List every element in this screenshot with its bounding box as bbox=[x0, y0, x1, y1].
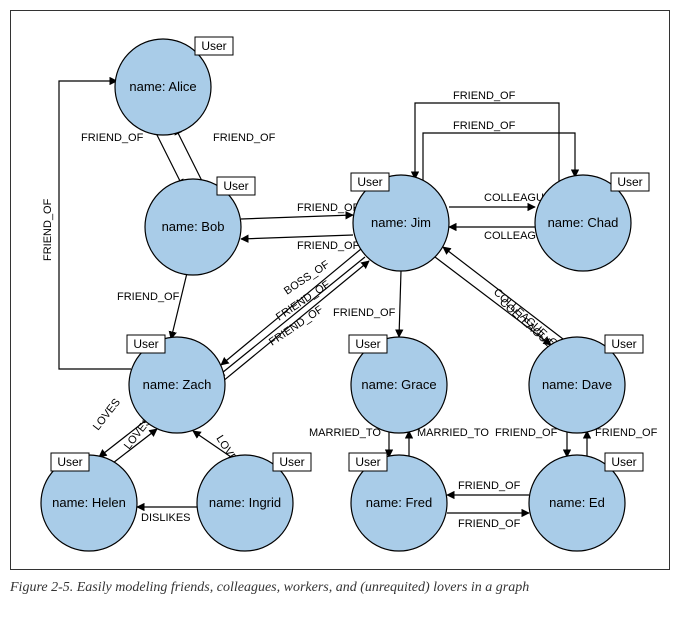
edge-line bbox=[443, 247, 563, 339]
edge-label: FRIEND_OF bbox=[453, 90, 516, 102]
edge-label: FRIEND_OF bbox=[213, 132, 276, 144]
node-zach: name: Zach User bbox=[127, 335, 225, 433]
node-ed: name: Ed User bbox=[529, 453, 643, 551]
edge-label: LOVES bbox=[91, 397, 123, 433]
node-label: name: Chad bbox=[548, 215, 619, 230]
node-label: name: Alice bbox=[129, 79, 196, 94]
node-chad: name: Chad User bbox=[535, 173, 649, 271]
type-badge-text: User bbox=[201, 39, 226, 53]
node-label: name: Zach bbox=[143, 377, 212, 392]
type-badge-text: User bbox=[357, 175, 382, 189]
type-badge-text: User bbox=[57, 455, 82, 469]
node-grace: name: Grace User bbox=[349, 335, 447, 433]
node-label: name: Grace bbox=[361, 377, 436, 392]
edge-label: FRIEND_OF bbox=[495, 427, 558, 439]
edge-label: FRIEND_OF bbox=[42, 198, 54, 261]
node-alice: name: Alice User bbox=[115, 37, 233, 135]
type-badge-text: User bbox=[611, 337, 636, 351]
edge-line bbox=[399, 271, 401, 337]
edge-line bbox=[59, 81, 131, 369]
edge-label: FRIEND_OF bbox=[117, 291, 180, 303]
node-ingrid: name: Ingrid User bbox=[197, 453, 311, 551]
edge-line bbox=[241, 215, 353, 219]
edge-line bbox=[171, 273, 187, 339]
edge-label: FRIEND_OF bbox=[458, 480, 521, 492]
type-badge-text: User bbox=[617, 175, 642, 189]
node-bob: name: Bob User bbox=[145, 177, 255, 275]
edge-label: FRIEND_OF bbox=[81, 132, 144, 144]
edge-label: MARRIED_TO bbox=[417, 427, 489, 439]
type-badge-text: User bbox=[133, 337, 158, 351]
figure-caption: Figure 2-5. Easily modeling friends, col… bbox=[10, 578, 670, 598]
edge-label: FRIEND_OF bbox=[458, 518, 521, 530]
edge-label: FRIEND_OF bbox=[595, 427, 658, 439]
type-badge-text: User bbox=[355, 337, 380, 351]
type-badge-text: User bbox=[223, 179, 248, 193]
node-helen: name: Helen User bbox=[41, 453, 137, 551]
node-label: name: Fred bbox=[366, 495, 432, 510]
node-label: name: Bob bbox=[162, 219, 225, 234]
type-badge-text: User bbox=[355, 455, 380, 469]
diagram-frame: FRIEND_OF FRIEND_OF FRIEND_OF FRIEND_OF FRIE… bbox=[10, 10, 670, 570]
edge-label: FRIEND_OF bbox=[297, 202, 360, 214]
type-badge-text: User bbox=[611, 455, 636, 469]
node-dave: name: Dave User bbox=[529, 335, 643, 433]
edge-line bbox=[415, 103, 559, 181]
node-label: name: Jim bbox=[371, 215, 431, 230]
graph-svg: FRIEND_OF FRIEND_OF FRIEND_OF FRIEND_OF FRIE… bbox=[11, 11, 669, 569]
node-jim: name: Jim User bbox=[351, 173, 449, 271]
edge-line bbox=[423, 133, 575, 181]
edge-label: MARRIED_TO bbox=[309, 427, 381, 439]
edge-line bbox=[241, 235, 353, 239]
node-fred: name: Fred User bbox=[349, 453, 447, 551]
node-label: name: Helen bbox=[52, 495, 126, 510]
node-label: name: Ingrid bbox=[209, 495, 281, 510]
type-badge-text: User bbox=[279, 455, 304, 469]
edge-label: FRIEND_OF bbox=[297, 240, 360, 252]
edge-label: FRIEND_OF bbox=[333, 307, 396, 319]
node-label: name: Ed bbox=[549, 495, 605, 510]
edge-line bbox=[175, 127, 205, 187]
edge-line bbox=[153, 127, 183, 187]
edge-label: FRIEND_OF bbox=[453, 120, 516, 132]
edge-label: DISLIKES bbox=[141, 512, 191, 524]
node-label: name: Dave bbox=[542, 377, 612, 392]
